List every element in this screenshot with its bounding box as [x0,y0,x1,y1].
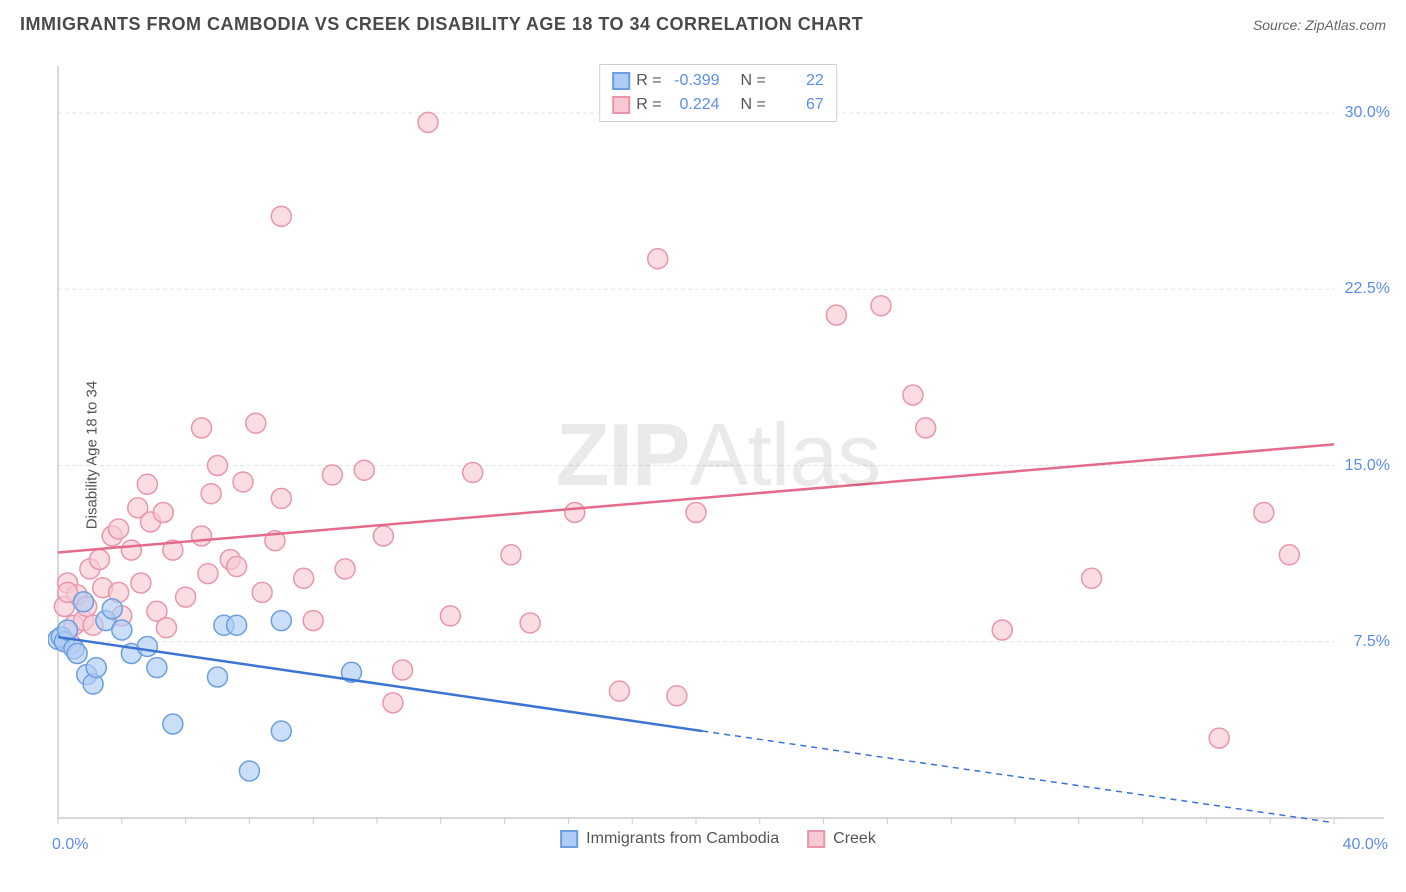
stat-r-value-1: -0.399 [668,69,720,93]
stats-legend-box: R = -0.399 N = 22 R = 0.224 N = 67 [599,64,837,122]
stat-r-value-2: 0.224 [668,93,720,117]
source-name: ZipAtlas.com [1305,17,1386,33]
bottom-legend: Immigrants from Cambodia Creek [560,830,876,848]
stat-r-label-2: R = [636,93,661,117]
scatter-plot-svg [48,60,1388,850]
y-tick-label: 30.0% [1345,104,1390,122]
swatch-series1 [612,72,630,90]
legend-swatch-series2 [807,830,825,848]
legend-label-series2: Creek [833,830,876,848]
x-tick-label-right: 40.0% [1343,836,1388,854]
y-tick-label: 22.5% [1345,280,1390,298]
legend-item-series1: Immigrants from Cambodia [560,830,779,848]
stat-n-label-1: N = [740,69,765,93]
swatch-series2 [612,96,630,114]
stat-n-value-1: 22 [772,69,824,93]
stat-r-label-1: R = [636,69,661,93]
y-tick-label: 7.5% [1354,633,1390,651]
legend-label-series1: Immigrants from Cambodia [586,830,779,848]
source-prefix: Source: [1253,17,1305,33]
stats-row-series1: R = -0.399 N = 22 [612,69,824,93]
x-tick-label-left: 0.0% [52,836,88,854]
legend-swatch-series1 [560,830,578,848]
chart-title: IMMIGRANTS FROM CAMBODIA VS CREEK DISABI… [20,14,863,35]
stats-row-series2: R = 0.224 N = 67 [612,93,824,117]
chart-source: Source: ZipAtlas.com [1253,17,1386,33]
chart-container: Disability Age 18 to 34 ZIPAtlas R = -0.… [48,60,1388,850]
chart-header: IMMIGRANTS FROM CAMBODIA VS CREEK DISABI… [0,0,1406,43]
stat-n-value-2: 67 [772,93,824,117]
stat-n-label-2: N = [740,93,765,117]
legend-item-series2: Creek [807,830,876,848]
y-tick-label: 15.0% [1345,457,1390,475]
